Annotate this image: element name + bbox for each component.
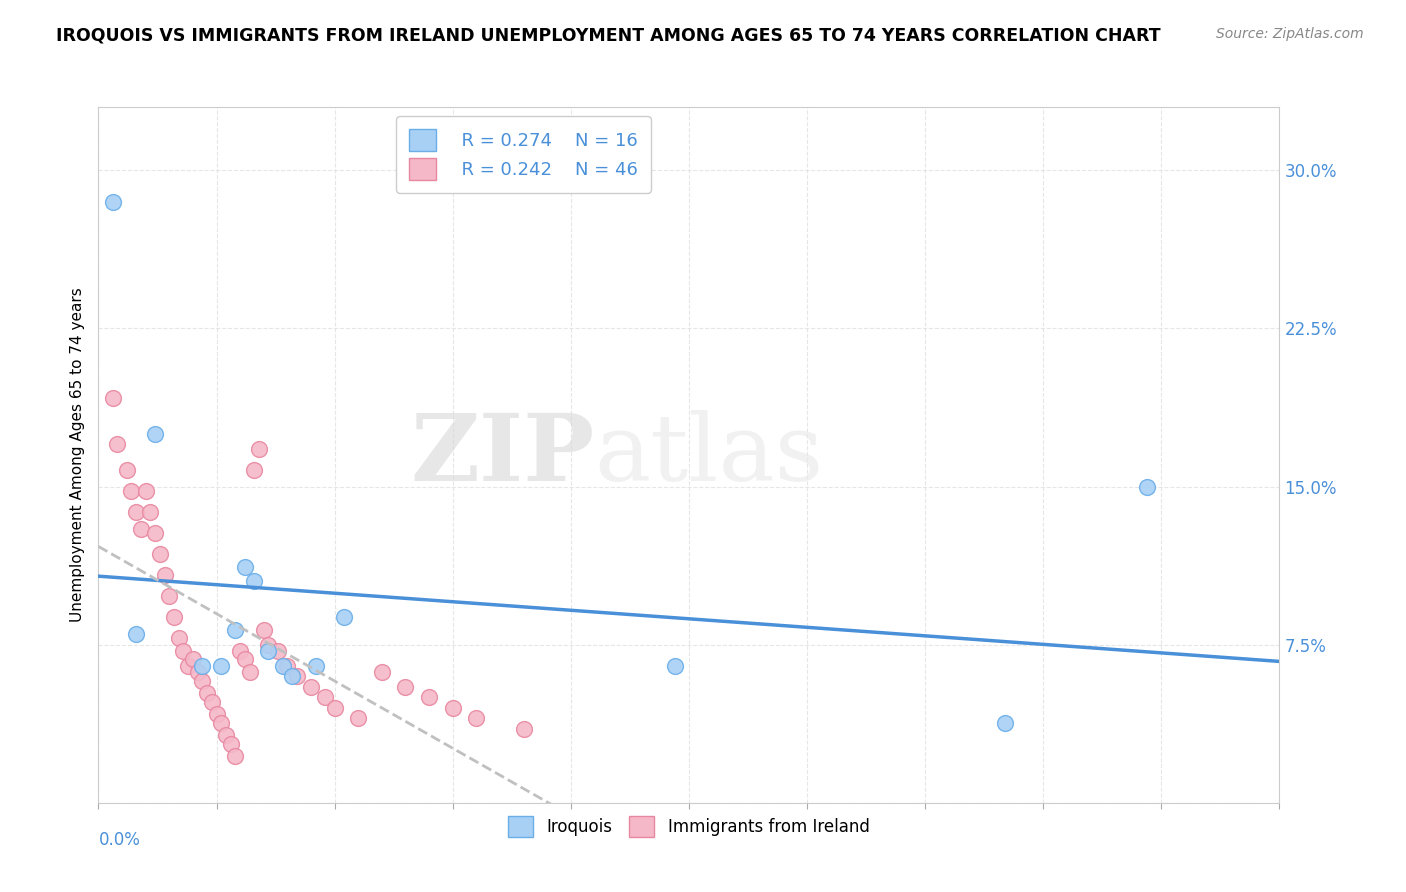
Point: [994, 715, 1017, 730]
Point: [465, 711, 488, 725]
Point: [187, 665, 209, 679]
Point: [276, 658, 298, 673]
Text: ZIP: ZIP: [411, 410, 595, 500]
Point: [215, 728, 238, 742]
Point: [285, 669, 308, 683]
Point: [1136, 479, 1159, 493]
Point: [143, 525, 166, 540]
Point: [239, 665, 262, 679]
Point: [333, 610, 356, 624]
Point: [267, 644, 290, 658]
Point: [418, 690, 440, 705]
Point: [664, 658, 686, 673]
Point: [323, 701, 346, 715]
Point: [129, 522, 152, 536]
Point: [243, 574, 266, 589]
Point: [257, 638, 280, 652]
Point: [135, 483, 157, 498]
Point: [233, 559, 256, 574]
Point: [177, 658, 200, 673]
Point: [271, 658, 294, 673]
Legend: Iroquois, Immigrants from Ireland: Iroquois, Immigrants from Ireland: [502, 810, 876, 843]
Point: [224, 749, 246, 764]
Point: [153, 568, 176, 582]
Point: [253, 623, 276, 637]
Point: [247, 442, 270, 456]
Point: [299, 680, 322, 694]
Point: [172, 644, 194, 658]
Point: [181, 652, 204, 666]
Point: [219, 737, 242, 751]
Point: [105, 437, 128, 451]
Y-axis label: Unemployment Among Ages 65 to 74 years: Unemployment Among Ages 65 to 74 years: [69, 287, 84, 623]
Point: [101, 194, 124, 209]
Point: [163, 610, 186, 624]
Text: IROQUOIS VS IMMIGRANTS FROM IRELAND UNEMPLOYMENT AMONG AGES 65 TO 74 YEARS CORRE: IROQUOIS VS IMMIGRANTS FROM IRELAND UNEM…: [56, 27, 1161, 45]
Point: [371, 665, 394, 679]
Point: [149, 547, 172, 561]
Text: atlas: atlas: [595, 410, 824, 500]
Point: [441, 701, 464, 715]
Point: [281, 669, 304, 683]
Text: Source: ZipAtlas.com: Source: ZipAtlas.com: [1216, 27, 1364, 41]
Point: [347, 711, 370, 725]
Point: [139, 505, 162, 519]
Point: [305, 658, 328, 673]
Point: [243, 463, 266, 477]
Point: [115, 463, 138, 477]
Point: [394, 680, 416, 694]
Point: [101, 391, 124, 405]
Point: [121, 483, 143, 498]
Text: 0.0%: 0.0%: [98, 830, 141, 848]
Point: [191, 673, 214, 688]
Point: [314, 690, 336, 705]
Point: [209, 715, 232, 730]
Point: [191, 658, 214, 673]
Point: [125, 505, 148, 519]
Point: [125, 627, 148, 641]
Point: [205, 707, 228, 722]
Point: [195, 686, 218, 700]
Point: [157, 589, 180, 603]
Point: [229, 644, 252, 658]
Point: [257, 644, 280, 658]
Point: [209, 658, 232, 673]
Point: [201, 695, 224, 709]
Point: [167, 632, 190, 646]
Point: [224, 623, 246, 637]
Point: [512, 722, 534, 736]
Point: [233, 652, 256, 666]
Point: [143, 426, 166, 441]
